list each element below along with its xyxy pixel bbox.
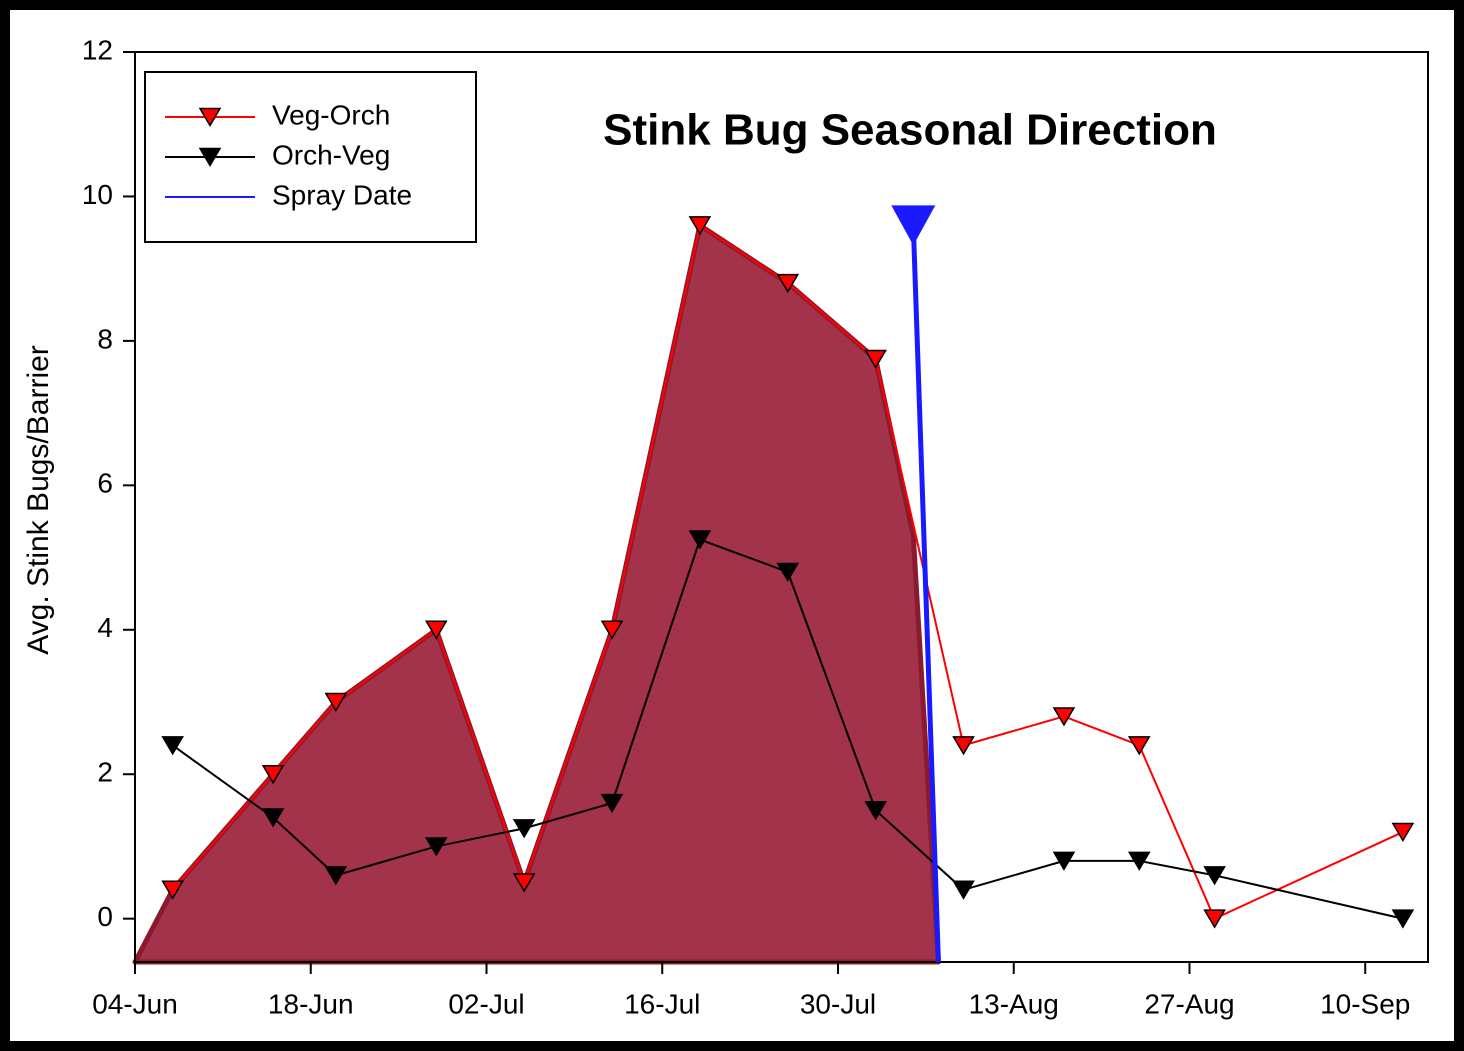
marker <box>261 808 285 828</box>
x-tick-label: 13-Aug <box>969 988 1059 1019</box>
marker <box>688 216 712 236</box>
spray-marker <box>891 205 936 246</box>
x-tick-label: 27-Aug <box>1144 988 1234 1019</box>
legend-label: Spray Date <box>272 179 412 210</box>
marker <box>161 880 184 900</box>
y-tick-label: 2 <box>97 757 113 788</box>
marker <box>952 880 975 900</box>
y-tick-label: 4 <box>97 612 113 643</box>
y-tick-label: 0 <box>97 901 113 932</box>
marker <box>1203 909 1226 929</box>
marker <box>512 873 536 893</box>
marker <box>1391 822 1415 842</box>
marker <box>776 562 800 582</box>
marker <box>600 793 624 814</box>
marker <box>424 837 448 857</box>
legend-label: Veg-Orch <box>272 99 390 130</box>
marker <box>688 530 712 550</box>
marker <box>198 107 222 127</box>
y-tick-label: 8 <box>97 323 113 354</box>
x-tick-label: 04-Jun <box>92 988 178 1019</box>
x-tick-label: 02-Jul <box>448 988 524 1019</box>
plot-frame <box>134 51 1429 963</box>
series-line <box>171 223 1404 921</box>
marker <box>952 736 975 756</box>
marker <box>1052 707 1076 727</box>
legend-label: Orch-Veg <box>272 139 390 170</box>
marker <box>261 764 285 785</box>
marker <box>161 736 184 756</box>
marker <box>1391 909 1415 929</box>
y-tick-label: 6 <box>97 468 113 499</box>
marker <box>512 819 536 839</box>
x-tick-label: 16-Jul <box>624 988 700 1019</box>
marker <box>424 620 448 640</box>
y-tick-label: 10 <box>82 179 113 210</box>
marker <box>1127 736 1151 756</box>
marker <box>864 349 887 369</box>
marker <box>776 273 800 294</box>
y-axis-label: Avg. Stink Bugs/Barrier <box>22 345 55 655</box>
marker <box>1203 866 1226 886</box>
x-tick-label: 10-Sep <box>1320 988 1410 1019</box>
marker <box>198 147 222 167</box>
legend: Veg-Orch Orch-Veg Spray Date <box>144 71 477 243</box>
x-tick-label: 30-Jul <box>800 988 876 1019</box>
chart-title: Stink Bug Seasonal Direction <box>603 106 1217 155</box>
marker <box>1052 851 1076 871</box>
marker <box>600 620 624 640</box>
marker <box>864 801 887 821</box>
x-tick-label: 18-Jun <box>268 988 354 1019</box>
marker <box>324 866 348 886</box>
y-tick-label: 12 <box>82 34 113 65</box>
series-line <box>172 538 1404 920</box>
series-line <box>910 225 941 963</box>
marker <box>1127 851 1151 871</box>
marker <box>324 692 348 712</box>
